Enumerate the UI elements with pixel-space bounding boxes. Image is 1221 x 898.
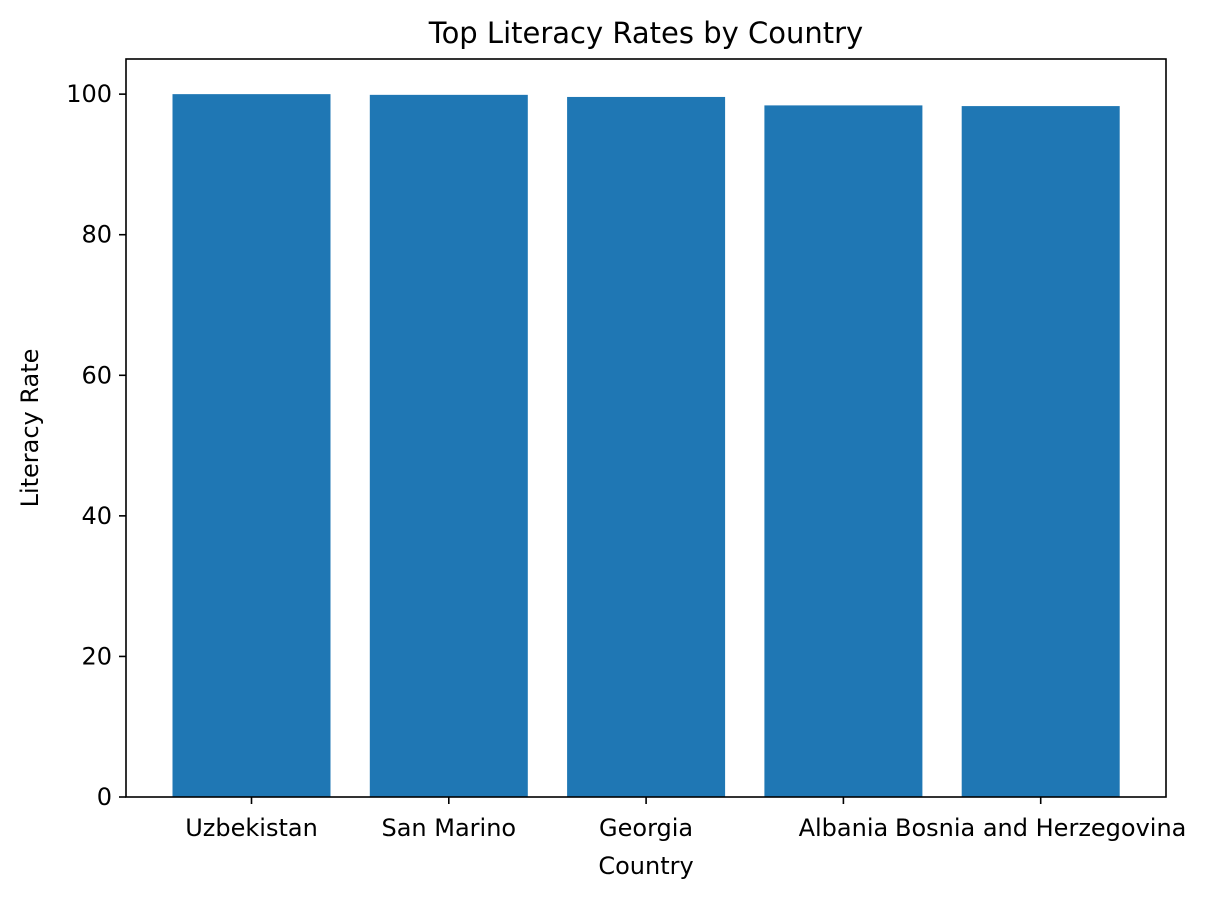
y-axis-ticks: 0 20 40 60 80 100: [66, 80, 126, 811]
x-axis-ticks: Uzbekistan San Marino Georgia Albania Bosnia…: [185, 797, 1186, 842]
y-tick-label: 0: [97, 783, 112, 811]
y-axis-label: Literacy Rate: [16, 349, 44, 508]
x-tick-label: San Marino: [381, 814, 516, 842]
x-tick-label: Georgia: [599, 814, 693, 842]
bars-group: [172, 94, 1120, 798]
y-tick-label: 40: [81, 502, 112, 530]
bar-georgia: [567, 96, 726, 797]
x-tick-label: Albania: [799, 814, 889, 842]
bar-san-marino: [369, 94, 528, 798]
bar-albania: [764, 105, 923, 797]
chart-title: Top Literacy Rates by Country: [428, 16, 863, 50]
y-tick-label: 60: [81, 361, 112, 389]
x-tick-label: Bosnia and Herzegovina: [895, 814, 1186, 842]
bar-uzbekistan: [172, 94, 331, 797]
x-axis-label: Country: [598, 852, 693, 880]
y-tick-label: 80: [81, 221, 112, 249]
y-tick-label: 20: [81, 642, 112, 670]
x-tick-label: Uzbekistan: [185, 814, 318, 842]
bar-bosnia-and-herzegovina: [961, 106, 1120, 798]
y-tick-label: 100: [66, 80, 112, 108]
